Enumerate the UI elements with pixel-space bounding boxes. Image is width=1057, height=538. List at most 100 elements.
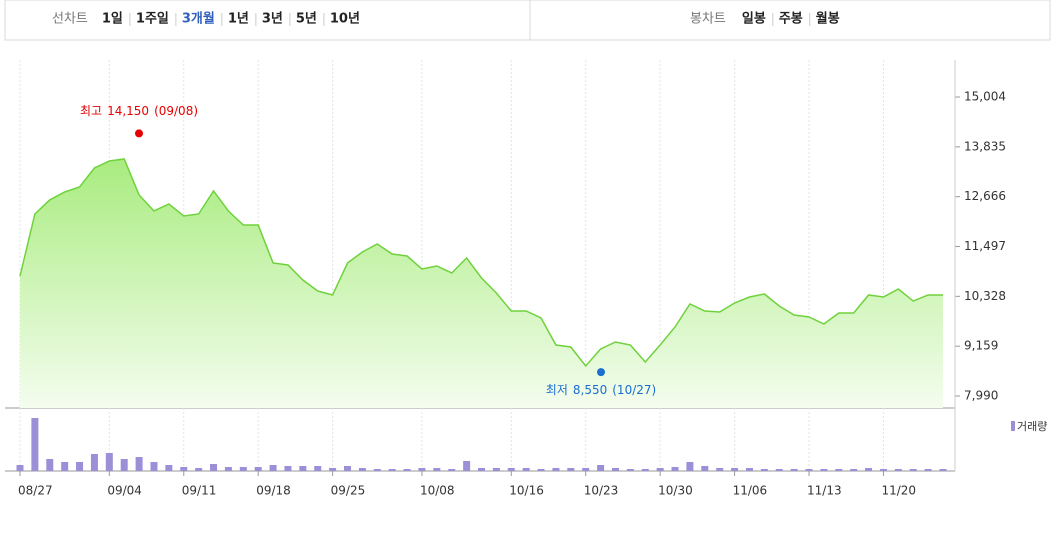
tab[interactable]: 10년: [330, 12, 360, 27]
volume-bar: [269, 465, 277, 471]
y-tick-label: 11,497: [964, 239, 1006, 253]
volume-bar: [760, 469, 768, 471]
volume-bar: [150, 462, 158, 471]
volume-bar: [90, 454, 98, 471]
y-tick-label: 7,990: [964, 389, 998, 403]
tab[interactable]: 일봉: [742, 12, 766, 27]
volume-bar: [701, 466, 709, 471]
volume-bar: [879, 469, 887, 471]
volume-bar: [299, 466, 307, 471]
tab[interactable]: 3년: [262, 12, 283, 27]
volume-bar: [120, 459, 128, 471]
volume-bar: [850, 469, 858, 471]
tab[interactable]: 3개월: [182, 11, 215, 27]
x-tick-label: 09/25: [331, 484, 366, 498]
y-tick-label: 12,666: [964, 189, 1006, 203]
volume-bar: [745, 468, 753, 471]
high-value-label: 14,150: [107, 104, 149, 118]
y-tick-label: 13,835: [964, 139, 1006, 153]
x-tick-label: 11/13: [807, 484, 842, 498]
volume-bar: [567, 468, 575, 471]
volume-bar: [284, 466, 292, 471]
volume-bar: [76, 462, 84, 471]
low-value-label: 8,550: [573, 383, 607, 397]
volume-bar: [165, 465, 173, 471]
volume-bar: [239, 467, 247, 471]
volume-bar: [254, 467, 262, 471]
volume-bar: [537, 469, 545, 471]
low-dot: [597, 368, 605, 377]
volume-bar: [775, 469, 783, 471]
volume-bar: [686, 462, 694, 471]
tab[interactable]: 월봉: [816, 11, 840, 27]
volume-bar: [344, 466, 352, 471]
volume-bar: [924, 469, 932, 471]
low-annotation: 최저 8,550 (10/27): [546, 383, 656, 397]
volume-bar: [463, 461, 471, 471]
volume-bar: [656, 468, 664, 471]
low-label: 최저: [546, 383, 568, 397]
volume-bar: [195, 468, 203, 471]
tab-label: 봉차트: [690, 12, 726, 27]
x-tick-label: 10/08: [420, 484, 455, 498]
volume-bar: [865, 468, 873, 471]
volume-bar: [597, 465, 605, 471]
volume-bar: [358, 468, 366, 471]
volume-bar: [790, 469, 798, 471]
tab[interactable]: 1년: [228, 12, 249, 27]
volume-bar: [805, 469, 813, 471]
volume-bar: [507, 468, 515, 471]
volume-bar: [492, 468, 500, 471]
volume-bar: [224, 467, 232, 471]
high-label: 최고: [80, 104, 102, 118]
tab[interactable]: 5년: [296, 12, 317, 27]
x-tick-label: 10/30: [658, 484, 693, 498]
volume-bar: [314, 466, 322, 471]
volume-bar: [894, 469, 902, 471]
high-date: (09/08): [154, 104, 198, 118]
volume-bar: [135, 457, 143, 471]
tab[interactable]: 1일: [102, 12, 123, 27]
x-tick-label: 09/04: [107, 484, 142, 498]
legend-label: 거래량: [1017, 420, 1047, 433]
volume-bar: [373, 469, 381, 471]
x-tick-label: 09/18: [256, 484, 291, 498]
volume-bar: [522, 468, 530, 471]
volume-bar: [61, 462, 69, 471]
tab-label: 선차트: [52, 12, 88, 27]
volume-bar: [626, 469, 634, 471]
tab-bar: [4, 0, 1051, 41]
legend-swatch: [1011, 421, 1015, 431]
volume-bar: [671, 467, 679, 471]
volume-bar: [448, 469, 456, 471]
low-date: (10/27): [612, 383, 656, 397]
high-dot: [135, 129, 143, 138]
tab[interactable]: 주봉: [779, 12, 803, 27]
volume-bar: [388, 469, 396, 471]
volume-bar: [16, 465, 24, 471]
x-tick-label: 11/20: [881, 484, 916, 498]
volume-bar: [582, 468, 590, 471]
high-annotation: 최고 14,150 (09/08): [80, 104, 198, 118]
price-line: [19, 158, 943, 368]
volume-bar: [731, 468, 739, 471]
tab[interactable]: 1주일: [136, 12, 169, 27]
volume-bar: [716, 468, 724, 471]
y-tick-label: 9,159: [964, 339, 998, 353]
volume-bar: [939, 469, 947, 471]
volume-bar: [909, 469, 917, 471]
volume-bar: [210, 464, 218, 471]
volume-bar: [105, 453, 113, 471]
volume-bar: [552, 468, 560, 471]
volume-bar: [820, 469, 828, 471]
volume-bar: [641, 469, 649, 471]
y-tick-label: 15,004: [964, 90, 1006, 104]
x-tick-label: 11/06: [733, 484, 768, 498]
x-tick-label: 09/11: [182, 484, 217, 498]
volume-bar: [46, 459, 54, 471]
volume-bar: [329, 468, 337, 471]
volume-bar: [31, 418, 39, 471]
x-tick-label: 08/27: [18, 484, 53, 498]
